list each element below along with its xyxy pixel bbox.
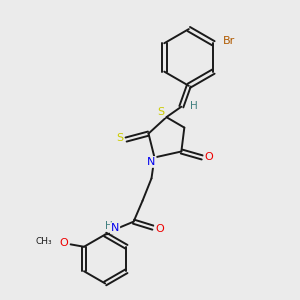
Text: O: O — [60, 238, 68, 248]
Text: H: H — [190, 100, 197, 110]
Text: O: O — [205, 152, 213, 162]
Text: H: H — [105, 220, 113, 230]
Text: O: O — [155, 224, 164, 234]
Text: S: S — [158, 107, 165, 117]
Text: N: N — [111, 223, 119, 233]
Text: S: S — [116, 133, 123, 143]
Text: N: N — [147, 157, 156, 167]
Text: Br: Br — [223, 36, 235, 46]
Text: CH₃: CH₃ — [35, 238, 52, 247]
